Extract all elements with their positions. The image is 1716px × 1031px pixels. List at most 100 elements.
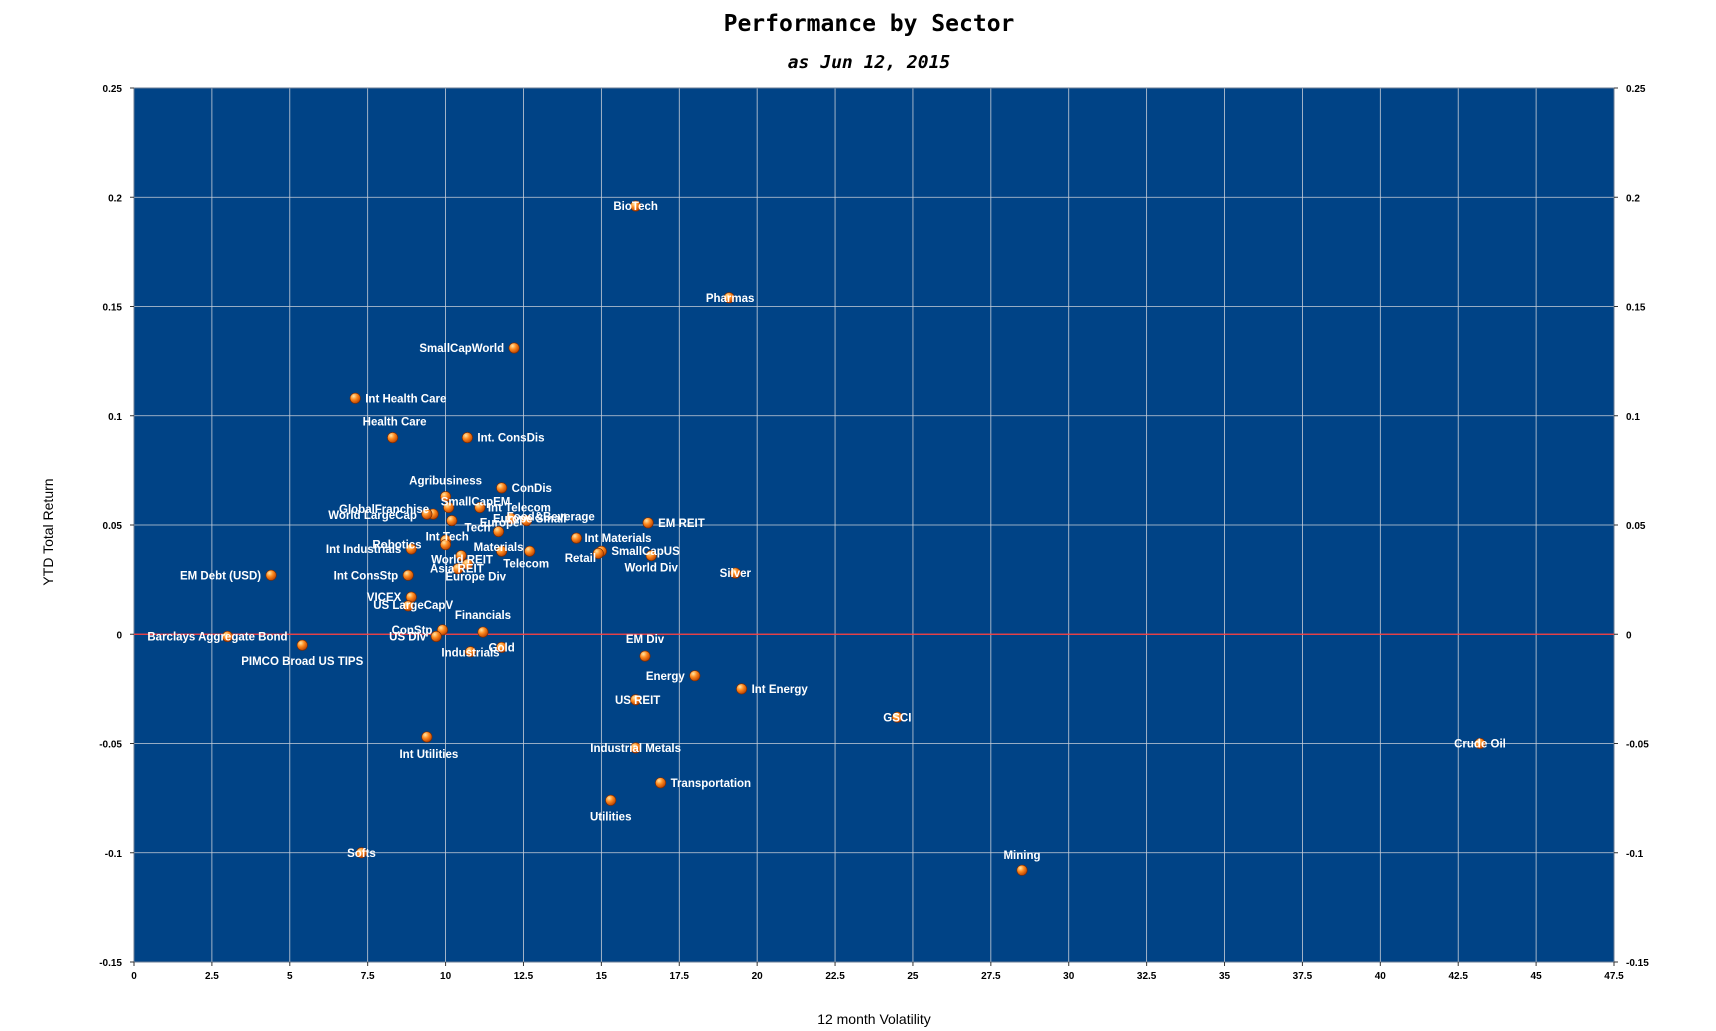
x-tick-label: 37.5 xyxy=(1293,971,1313,982)
data-point-label: EM REIT xyxy=(658,518,705,530)
x-tick-label: 0 xyxy=(131,971,137,982)
data-point-label: PIMCO Broad US TIPS xyxy=(241,656,363,668)
data-point xyxy=(642,517,654,529)
y-tick-label-right: -0.15 xyxy=(1626,958,1649,969)
data-point-label: GlobalFranchise xyxy=(339,504,429,516)
data-point-label: World REIT xyxy=(431,555,493,567)
x-axis-title: 12 month Volatility xyxy=(817,1011,931,1027)
y-tick-label-right: 0.15 xyxy=(1626,303,1646,314)
y-tick-label-left: 0.25 xyxy=(103,84,123,95)
data-point-label: Int ConsStp xyxy=(334,570,399,582)
data-point xyxy=(496,641,508,653)
data-point-label: BioTech xyxy=(613,201,658,213)
data-point xyxy=(521,515,533,527)
data-point-label: Mining xyxy=(1003,850,1040,862)
data-point xyxy=(461,558,473,570)
y-tick-label-right: 0.1 xyxy=(1626,412,1640,423)
data-point xyxy=(443,502,455,514)
data-point-label: Robotics xyxy=(372,540,421,552)
data-point xyxy=(1474,737,1486,749)
x-tick-label: 20 xyxy=(752,971,764,982)
data-point xyxy=(496,545,508,557)
x-tick-label: 5 xyxy=(287,971,293,982)
data-point xyxy=(349,392,361,404)
data-point xyxy=(736,683,748,695)
data-point xyxy=(496,482,508,494)
x-tick-label: 17.5 xyxy=(670,971,690,982)
data-point xyxy=(474,502,486,514)
data-point xyxy=(421,731,433,743)
x-tick-label: 42.5 xyxy=(1448,971,1468,982)
x-tick-label: 32.5 xyxy=(1137,971,1157,982)
data-point-label: Energy xyxy=(646,671,686,683)
data-point-label: Int Telecom xyxy=(488,503,551,515)
y-tick-label-right: 0.05 xyxy=(1626,521,1646,532)
data-point xyxy=(221,630,233,642)
x-tick-label: 30 xyxy=(1063,971,1075,982)
y-tick-label-right: 0 xyxy=(1626,630,1632,641)
data-point xyxy=(605,794,617,806)
y-axis-ticks-right: -0.15 -0.1 -0.05 0 0.05 0.1 0.15 0.2 0.25 xyxy=(1614,84,1649,969)
data-point xyxy=(440,491,452,503)
data-point-label: World LargeCap xyxy=(328,510,417,522)
x-tick-label: 2.5 xyxy=(205,971,219,982)
chart-subtitle: as Jun 12, 2015 xyxy=(788,52,951,73)
data-point-label: Silver xyxy=(720,568,752,580)
data-point-label: Pharmas xyxy=(706,293,755,305)
x-tick-label: 27.5 xyxy=(981,971,1001,982)
data-point xyxy=(446,515,458,527)
data-point-label: Health Care xyxy=(363,417,427,429)
data-point-label: Industrials xyxy=(441,648,499,660)
data-point-label: SmallCapUS xyxy=(611,546,680,558)
data-point xyxy=(723,292,735,304)
data-point xyxy=(452,563,464,575)
data-point-label: Europe Small xyxy=(493,513,566,525)
x-tick-label: 25 xyxy=(907,971,919,982)
data-point xyxy=(421,508,433,520)
data-point-label: Agribusiness xyxy=(409,476,482,488)
data-point-label: US Div xyxy=(389,631,427,643)
data-point-label: GSCI xyxy=(883,712,911,724)
data-point-label: Utilities xyxy=(590,811,632,823)
grid xyxy=(133,87,1615,963)
data-point xyxy=(493,526,505,538)
data-point xyxy=(891,711,903,723)
data-point xyxy=(689,670,701,682)
data-point xyxy=(592,547,604,559)
data-point-label: ConStp xyxy=(392,625,433,637)
data-point-label: Int. ConsDis xyxy=(477,433,544,445)
y-tick-label-left: 0.15 xyxy=(103,303,123,314)
data-point xyxy=(355,847,367,859)
data-point-label: Int Tech xyxy=(426,531,469,543)
data-point xyxy=(296,639,308,651)
data-point-label: Barclays Aggregate Bond xyxy=(147,631,287,643)
data-point xyxy=(440,539,452,551)
data-point-label: Int Energy xyxy=(752,684,809,696)
data-point-label: ConDis xyxy=(512,483,552,495)
data-point-label: EM Debt (USD) xyxy=(180,570,261,582)
data-point-label: SmallCapEM xyxy=(441,497,511,509)
data-point xyxy=(729,567,741,579)
chart-title: Performance by Sector xyxy=(724,11,1015,37)
data-point-label: Food&Beverage xyxy=(507,512,595,524)
data-point xyxy=(430,630,442,642)
data-point-label: US REIT xyxy=(615,695,660,707)
y-axis-title: YTD Total Return xyxy=(40,478,56,585)
data-point-label: Int Industrials xyxy=(326,544,401,556)
data-point xyxy=(645,550,657,562)
x-axis-ticks: 0 2.5 5 7.5 10 12.5 15 17.5 20 22.5 25 27.5 30 32.5 35… xyxy=(131,962,1624,982)
data-point xyxy=(630,742,642,754)
data-point-label: Int Utilities xyxy=(399,749,458,761)
data-point-label: Europe Div xyxy=(445,571,506,583)
data-point xyxy=(405,543,417,555)
data-point xyxy=(465,646,477,658)
data-point-label: Softs xyxy=(347,848,376,860)
data-point-label: US LargeCapV xyxy=(373,600,453,612)
data-point-label: Retail xyxy=(565,553,596,565)
data-point-label: Asia REIT xyxy=(430,564,484,576)
data-point xyxy=(455,550,467,562)
y-tick-label-right: -0.05 xyxy=(1626,740,1649,751)
data-point-label: Transportation xyxy=(671,778,752,790)
data-point xyxy=(524,545,536,557)
data-point-label: Europe xyxy=(480,518,520,530)
